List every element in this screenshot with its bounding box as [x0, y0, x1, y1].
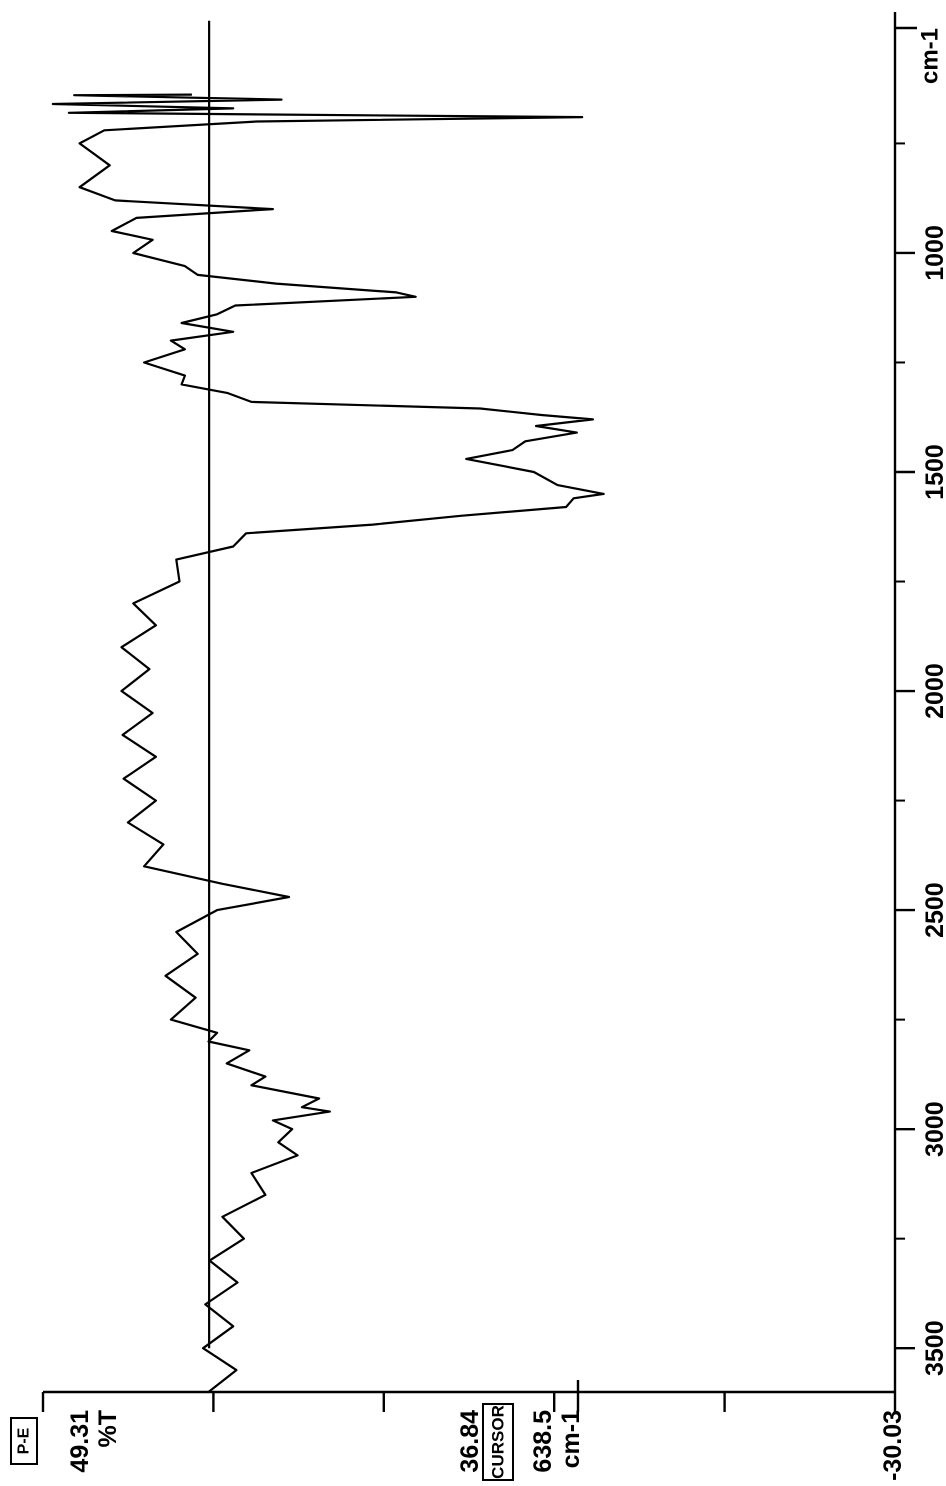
spectrum-line: [51, 93, 605, 1393]
cursor-x-label: 638.5: [529, 1410, 557, 1473]
x-tick-label-1000: 1000: [921, 225, 946, 281]
wavenumber-axis: 3500 3000 2500 2000 1500 1000: [895, 142, 946, 1376]
x-tick-label-3000: 3000: [921, 1101, 946, 1157]
cursor-value-label: 36.84: [456, 1410, 484, 1473]
x-tick-label-2500: 2500: [921, 882, 946, 938]
cursor-label: CURSOR: [489, 1405, 508, 1479]
y-max-label: 49.31: [66, 1410, 94, 1473]
cursor-label-box: [482, 1403, 514, 1481]
y-min-label: -30.03: [879, 1410, 907, 1481]
instrument-tag: P-E: [16, 1427, 33, 1454]
x-tick-label-2000: 2000: [921, 663, 946, 719]
transmittance-axis: [41, 1380, 897, 1412]
x-axis-unit-label: cm-1: [917, 28, 944, 84]
instrument-tag-box: [10, 1417, 38, 1465]
plot-frame: [43, 12, 917, 1394]
y-unit-label: %T: [94, 1410, 122, 1448]
cursor-x-unit-label: cm-1: [557, 1410, 585, 1468]
x-tick-label-1500: 1500: [921, 444, 946, 500]
x-tick-label-3500: 3500: [921, 1320, 946, 1376]
